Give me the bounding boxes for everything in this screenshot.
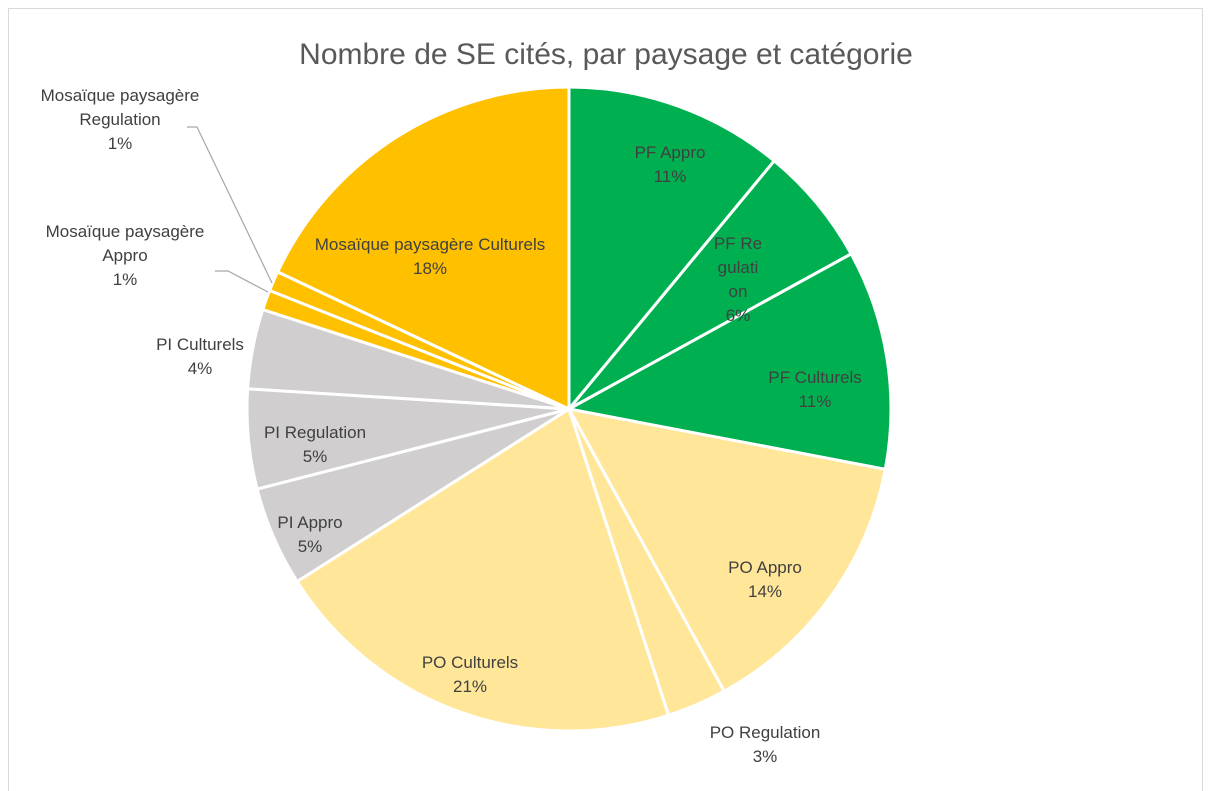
slice-value: 18% — [412, 259, 448, 278]
leader-line — [215, 270, 269, 293]
pie-slice — [567, 85, 777, 414]
slice-value: 1% — [112, 270, 138, 289]
data-label: PI Appro 5% — [210, 511, 410, 559]
data-label: PO Appro 14% — [665, 556, 865, 604]
slice-name: PO Regulation — [709, 723, 821, 742]
slice-name: PF Culturels — [768, 368, 862, 387]
chart-frame — [8, 8, 1203, 791]
slice-name: PI Regulation — [263, 423, 367, 442]
slice-name: PO Appro — [728, 558, 802, 577]
slice-value: 11% — [798, 392, 832, 411]
slice-name: PO Culturels — [421, 653, 519, 672]
slice-name: PF Appro — [634, 143, 706, 162]
slice-value: 21% — [452, 677, 488, 696]
slice-value: 5% — [302, 447, 328, 466]
slice-value: 5% — [297, 537, 323, 556]
slice-name: Mosaïque paysagère Appro — [45, 222, 205, 265]
data-label: PI Culturels 4% — [100, 333, 300, 381]
slice-value: 4% — [187, 359, 213, 378]
pie-slice — [564, 251, 893, 472]
slice-value: 14% — [747, 582, 783, 601]
slice-name: PF Regulation — [713, 234, 763, 301]
data-label: PF Culturels 11% — [715, 366, 915, 414]
data-label: Mosaïque paysagère Appro 1% — [40, 220, 210, 292]
slice-value: 6% — [725, 306, 751, 325]
slice-name: PI Culturels — [156, 335, 244, 354]
data-label: PO Culturels 21% — [370, 651, 570, 699]
slice-value: 3% — [752, 747, 778, 766]
leader-line — [187, 126, 273, 284]
pie-slice — [275, 85, 571, 412]
slice-value: 1% — [107, 134, 133, 153]
slice-name: Mosaïque paysagère Culturels — [314, 235, 546, 254]
pie-slice — [295, 406, 671, 733]
pie-slice — [567, 158, 854, 411]
data-label: PF Regulation 6% — [713, 232, 763, 328]
data-label: PF Appro 11% — [570, 141, 770, 189]
data-label: Mosaïque paysagère Regulation 1% — [25, 84, 215, 156]
slice-name: PI Appro — [277, 513, 343, 532]
pie-slice — [566, 406, 888, 694]
chart-title: Nombre de SE cités, par paysage et catég… — [299, 38, 913, 71]
slice-value: 11% — [653, 167, 687, 186]
slice-name: Mosaïque paysagère Regulation — [40, 86, 200, 129]
data-label: PI Regulation 5% — [215, 421, 415, 469]
data-label: PO Regulation 3% — [665, 721, 865, 769]
data-label: Mosaïque paysagère Culturels 18% — [310, 233, 550, 281]
